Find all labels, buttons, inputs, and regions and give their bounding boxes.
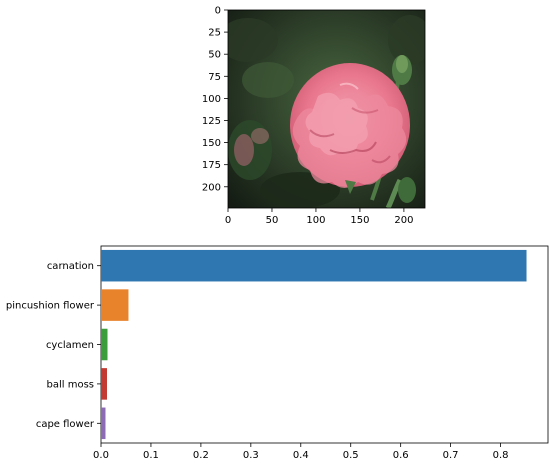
bar-x-tick-label: 0.7 [443, 450, 459, 461]
image-y-tick-label: 200 [202, 182, 221, 193]
bar-x-tick-label: 0.1 [143, 450, 159, 461]
image-x-tick-label: 50 [266, 215, 279, 226]
category-label: pincushion flower [6, 301, 95, 312]
bar-ball-moss [101, 368, 107, 400]
bar-x-tick-label: 0.8 [493, 450, 509, 461]
bar-x-tick-label: 0.5 [343, 450, 359, 461]
bar-x-tick-label: 0.4 [293, 450, 309, 461]
image-y-tick-label: 175 [202, 160, 221, 171]
image-x-tick-label: 100 [306, 215, 325, 226]
category-label: carnation [47, 261, 94, 272]
bar-x-tick-label: 0.2 [193, 450, 209, 461]
bar-pincushion-flower [101, 289, 129, 321]
image-panel: 0 50 100 150 200 0 25 50 75 100 125 150 175 200 [202, 6, 426, 226]
image-y-tick-label: 50 [208, 50, 221, 61]
category-label: cyclamen [46, 340, 94, 351]
image-x-tick-label: 200 [394, 215, 413, 226]
image-x-tick-label: 0 [225, 215, 231, 226]
image-y-tick-label: 0 [215, 6, 221, 17]
image-y-tick-label: 25 [208, 28, 221, 39]
bar-x-axis: 0.0 0.1 0.2 0.3 0.4 0.5 0.6 0.7 0.8 [93, 443, 509, 461]
image-y-tick-label: 100 [202, 94, 221, 105]
bars [101, 249, 527, 440]
bar-cape-flower [101, 407, 106, 440]
bar-carnation [101, 249, 527, 282]
image-y-tick-label: 75 [208, 72, 221, 83]
image-y-axis: 0 25 50 75 100 125 150 175 200 [202, 6, 228, 193]
bar-panel: 0.0 0.1 0.2 0.3 0.4 0.5 0.6 0.7 0.8 carnation pin… [6, 245, 549, 461]
flower-image [228, 10, 425, 208]
image-y-tick-label: 150 [202, 138, 221, 149]
image-y-tick-label: 125 [202, 116, 221, 127]
bar-x-tick-label: 0.6 [393, 450, 409, 461]
bar-x-tick-label: 0.3 [243, 450, 259, 461]
bar-x-tick-label: 0.0 [93, 450, 109, 461]
category-label: cape flower [36, 419, 95, 430]
category-label: ball moss [47, 379, 95, 390]
bar-cyclamen [101, 328, 108, 361]
image-x-axis: 0 50 100 150 200 [225, 208, 413, 226]
bar-y-axis: carnation pincushion flower cyclamen ball m… [6, 261, 101, 430]
image-x-tick-label: 150 [350, 215, 369, 226]
image-frame [227, 9, 426, 209]
